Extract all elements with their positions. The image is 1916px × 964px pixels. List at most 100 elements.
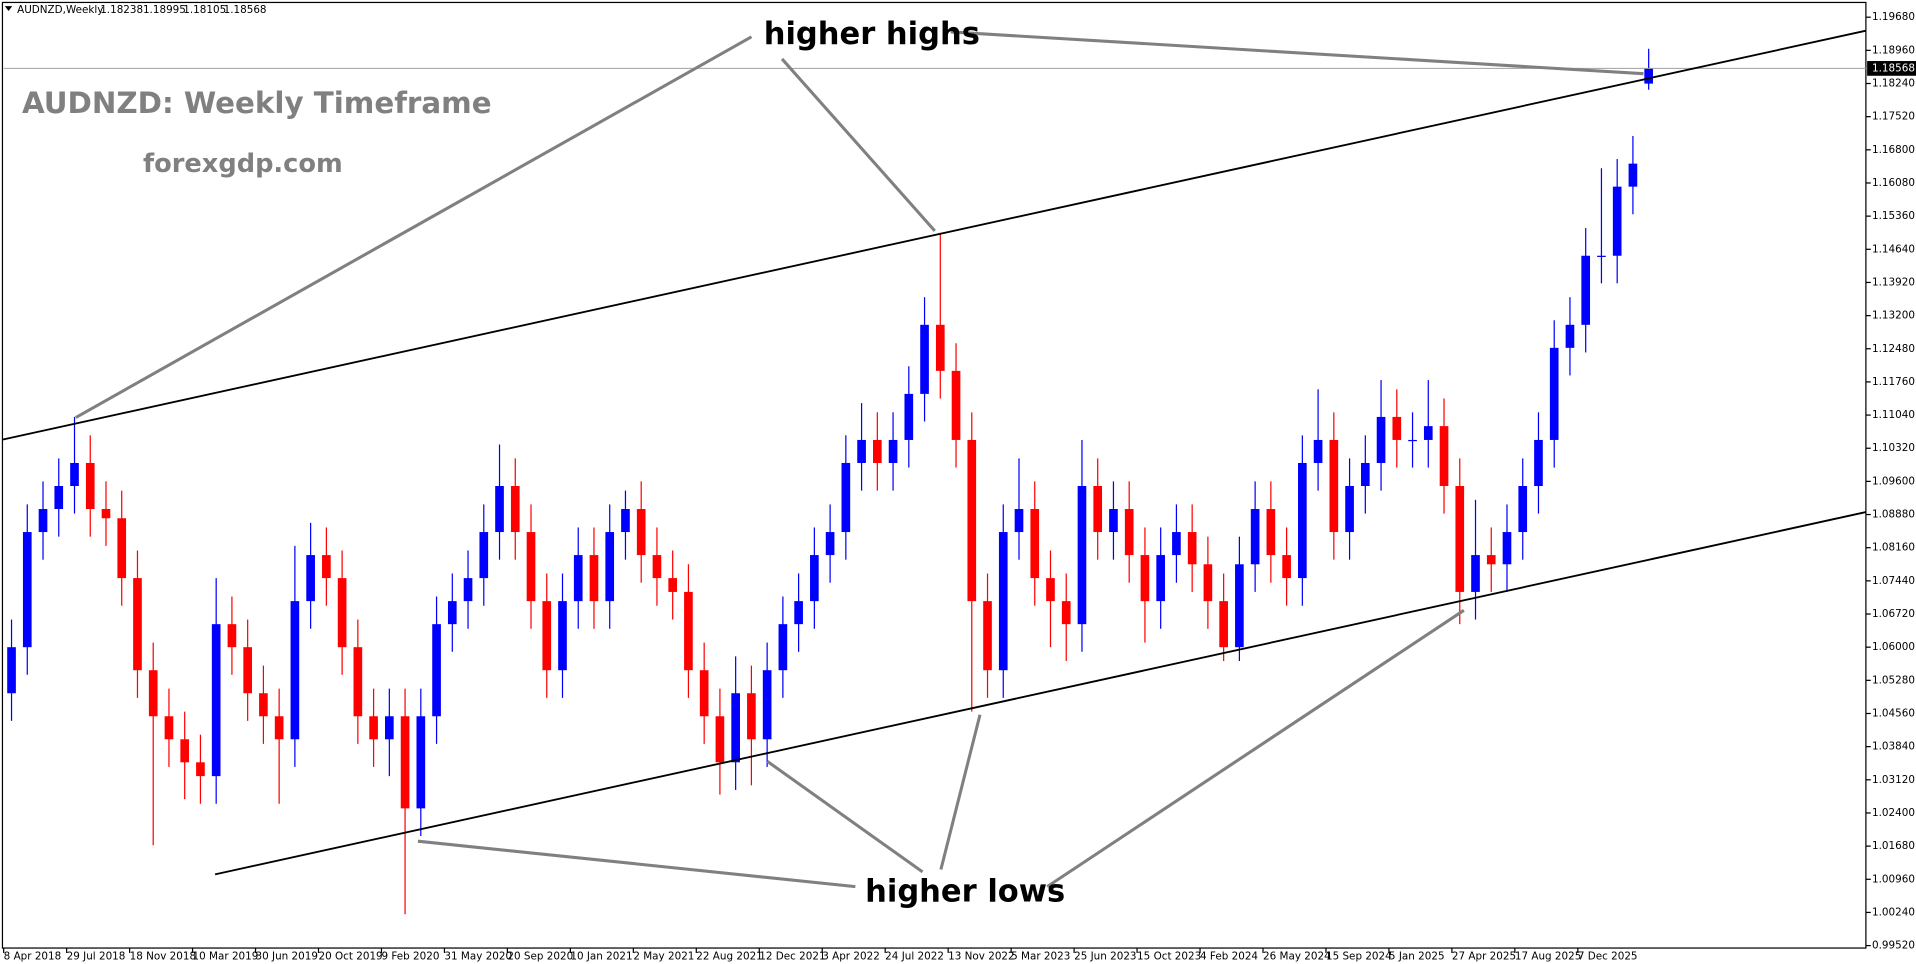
candle-body [1235,564,1244,648]
candle-body [1549,347,1559,440]
y-tick-label: 1.18960 [1872,44,1915,56]
x-tick-label: 5 Mar 2023 [1011,951,1070,963]
x-tick-label: 25 Jun 2023 [1074,951,1136,963]
candle-body [416,716,426,809]
candle-body [888,439,898,463]
candle-body [353,647,363,717]
candle-body [1077,485,1087,625]
y-tick-label: 1.07440 [1872,575,1915,587]
candle-body [38,509,48,533]
candle-body [699,670,709,717]
candle-body [621,509,630,533]
pointer [950,30,1644,76]
candle-body [1628,163,1638,187]
candle-body [684,591,693,671]
x-tick-label: 9 Feb 2020 [381,951,439,963]
y-tick-label: 1.05280 [1872,674,1915,686]
candle-body [1423,426,1433,440]
candle-body [211,624,221,777]
candle-body [1565,324,1575,348]
candle-body [841,462,851,533]
candle-body [762,670,772,740]
candle-body [857,439,866,463]
annotation: higher highs [764,17,980,52]
x-tick-label: 10 Mar 2019 [193,951,259,963]
x-tick-label: 12 Dec 2021 [759,951,825,963]
candle-body [337,578,347,648]
candle-body [259,693,268,717]
candle-body [1408,439,1417,442]
candle-body [22,532,32,648]
candle-body [1109,509,1118,533]
candle-body [180,739,190,763]
x-tick-label: 5 Jan 2025 [1389,951,1445,963]
candle-body [589,555,599,602]
header-high: 1.18995 [143,4,186,16]
x-tick-label: 27 Apr 2025 [1452,951,1516,963]
candle-body [1644,68,1653,84]
x-tick-label: 4 Feb 2024 [1200,951,1258,963]
candle-body [1187,532,1197,565]
candle-body [1597,255,1606,257]
candle-body [731,693,740,763]
candle-body [243,647,252,694]
candle-body [983,601,992,671]
y-tick-label: 1.11760 [1872,376,1915,388]
candle-body [558,601,567,671]
candle-body [306,555,315,602]
candle-body [1471,555,1480,592]
candle-body [290,601,300,740]
x-tick-label: 22 Aug 2021 [696,951,763,963]
pointer [75,35,753,419]
candle-body [825,532,835,556]
candle-body [1156,555,1166,602]
y-tick-label: 1.15360 [1872,210,1915,222]
y-tick-label: 1.03120 [1872,774,1915,786]
y-tick-label: 1.13920 [1872,276,1915,288]
candle-body [715,716,725,763]
candle-body [872,439,882,463]
y-tick-label: 1.09600 [1872,475,1915,487]
y-tick-label: 1.13200 [1872,310,1915,322]
x-tick-label: 17 Aug 2025 [1515,951,1582,963]
x-tick-label: 20 Oct 2019 [318,951,382,963]
candle-body [1360,462,1370,486]
y-tick-label: 1.02400 [1872,807,1915,819]
candle-body [810,555,819,602]
candle-body [117,518,127,579]
candle-body [274,716,284,740]
candle-body [322,555,331,579]
y-tick-label: 1.14640 [1872,243,1915,255]
symbol-label: AUDNZD,Weekly [17,4,103,16]
candle-body [1439,426,1449,486]
x-tick-label: 26 May 2024 [1263,951,1331,963]
candle-body [369,716,378,740]
candle-body [227,624,237,648]
candle-body [542,601,552,671]
candle-body [1266,509,1276,556]
y-tick-label: 1.00240 [1872,906,1915,918]
y-tick-label: 1.08880 [1872,509,1915,521]
candle-body [636,509,646,556]
candle-body [652,555,662,579]
candle-body [1061,601,1071,625]
candle-body [1093,485,1103,533]
candle-body [101,509,111,519]
chart-title: AUDNZD: Weekly Timeframe [22,86,492,120]
candle-body [778,624,788,671]
candle-body [998,532,1008,671]
candle-body [70,462,79,486]
candle-body [1046,578,1055,602]
candle-body [1124,509,1134,556]
y-tick-label: 1.16800 [1872,144,1915,156]
header-icon [4,6,13,12]
y-tick-label: 1.00960 [1872,873,1915,885]
candle-body [432,624,441,717]
y-tick-label: 1.19680 [1872,11,1915,23]
candle-body [148,670,158,717]
x-tick-label: 7 Dec 2025 [1578,951,1638,963]
candle-body [605,532,615,602]
price-tag-label: 1.18568 [1872,62,1915,74]
candle-body [794,601,803,625]
y-tick-label: 1.08160 [1872,542,1915,554]
